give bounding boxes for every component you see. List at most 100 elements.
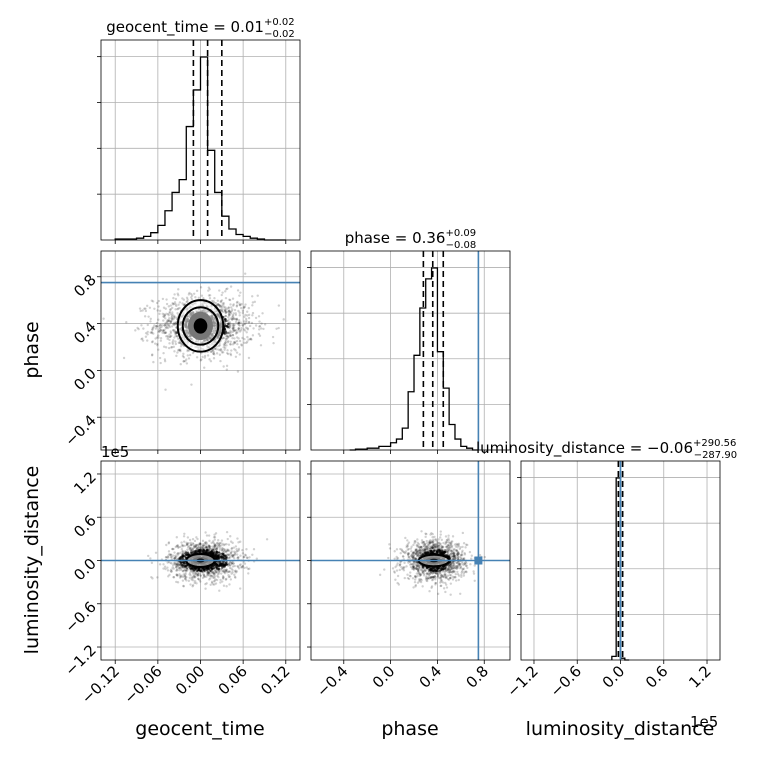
sample-point [163, 328, 166, 332]
sample-point [452, 551, 455, 554]
sample-point [172, 317, 175, 320]
sample-point [450, 552, 453, 555]
sample-point [224, 568, 228, 571]
sample-point [207, 572, 210, 575]
sample-point [204, 546, 208, 549]
sample-point [151, 340, 154, 343]
sample-point [425, 579, 428, 582]
sample-point [199, 359, 202, 362]
sample-point [421, 570, 425, 574]
sample-point [182, 352, 185, 356]
sample-point [245, 548, 248, 551]
sample-point [397, 583, 401, 586]
sample-point [243, 305, 246, 308]
sample-point [218, 546, 222, 549]
sample-point [434, 538, 438, 542]
sample-point [179, 348, 182, 351]
sample-point [427, 572, 430, 575]
sample-point [175, 569, 179, 572]
sample-point [152, 332, 155, 335]
sample-point [167, 560, 171, 564]
sample-point [220, 567, 223, 571]
sample-point [236, 289, 240, 292]
sample-point [183, 540, 186, 543]
sample-point [138, 307, 142, 310]
sample-point [213, 545, 216, 549]
sample-point [229, 329, 232, 333]
sample-point [169, 569, 172, 572]
sample-point [405, 544, 409, 547]
sample-point [190, 548, 194, 551]
sample-point [232, 550, 236, 553]
sample-point [237, 337, 240, 340]
sample-point [164, 346, 168, 349]
sample-point [464, 546, 467, 549]
sample-point [178, 573, 181, 576]
sample-point [182, 573, 185, 576]
sample-point [193, 545, 196, 548]
sample-point [241, 323, 244, 327]
sample-point [450, 549, 454, 553]
sample-point [248, 324, 252, 328]
sample-point [453, 575, 457, 579]
sample-point [165, 335, 168, 338]
sample-point [232, 546, 236, 549]
sample-point [452, 550, 455, 553]
sample-point [237, 309, 240, 313]
sample-point [407, 552, 410, 555]
sample-point [217, 344, 220, 348]
sample-point [187, 579, 191, 583]
sample-point [142, 327, 145, 330]
sample-point [206, 546, 209, 549]
sample-point [223, 348, 226, 351]
sample-point [174, 332, 177, 336]
sample-point [415, 550, 419, 554]
sample-point [228, 331, 231, 334]
sample-point [175, 562, 179, 566]
sample-point [202, 573, 206, 576]
y-tick-label-phase: 0.0 [70, 365, 100, 395]
sample-point [228, 570, 232, 573]
sample-point [448, 570, 451, 573]
sample-point [215, 564, 218, 568]
sample-point [453, 554, 456, 558]
sample-point [214, 578, 217, 581]
sample-point [414, 557, 417, 560]
sample-point [168, 311, 171, 315]
sample-point [224, 550, 228, 554]
sample-point [446, 577, 450, 581]
sample-point [176, 312, 179, 315]
sample-point [454, 555, 457, 558]
sample-point [212, 566, 216, 570]
sample-point [251, 553, 254, 556]
sample-point [199, 574, 202, 577]
sample-point [456, 554, 459, 558]
sample-point [167, 346, 171, 350]
sample-point [170, 334, 173, 338]
sample-point [162, 315, 166, 319]
sample-point [437, 546, 441, 550]
sample-point [450, 566, 453, 569]
sample-point [185, 300, 188, 304]
sample-point [462, 574, 466, 577]
sample-point [418, 549, 422, 553]
sample-point [407, 561, 410, 564]
sample-point [448, 565, 451, 568]
sample-point [209, 569, 212, 573]
sample-point [238, 353, 241, 356]
sample-point [442, 575, 445, 579]
sample-point [226, 349, 229, 352]
sample-point [434, 581, 437, 585]
sample-point [417, 553, 420, 557]
sample-point [157, 334, 160, 337]
sample-point [434, 578, 437, 581]
sample-point [251, 334, 255, 337]
sample-point [252, 547, 256, 551]
sample-point [439, 577, 442, 580]
sample-point [157, 318, 160, 321]
sample-point [428, 547, 432, 551]
sample-point [263, 323, 267, 326]
sample-point [221, 308, 224, 311]
xaxis-label-geocent_time: geocent_time [135, 718, 264, 740]
sample-point [178, 566, 182, 570]
